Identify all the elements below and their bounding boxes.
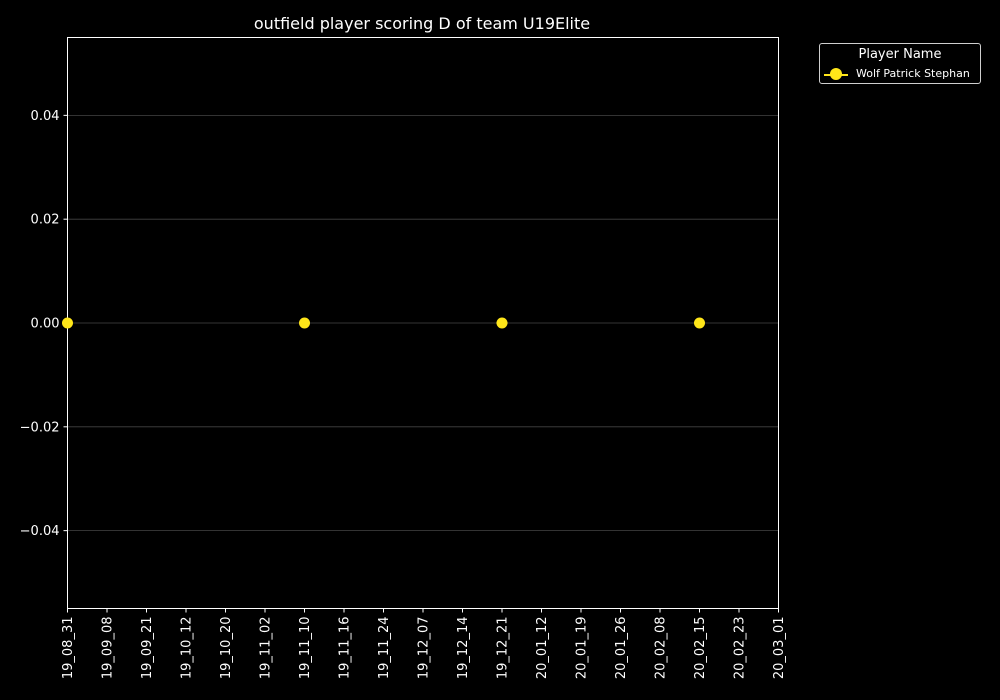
x-tick-label: 19_11_10	[298, 617, 313, 680]
y-tick-label: 0.04	[31, 109, 60, 124]
x-tick-label: 19_08_31	[61, 617, 76, 680]
x-tick-label: 19_12_07	[417, 617, 432, 680]
x-tick-label: 19_12_14	[456, 617, 471, 680]
x-tick-label: 20_03_01	[772, 617, 787, 680]
y-tick-label: 0.00	[31, 317, 60, 332]
x-tick-label: 19_11_24	[377, 617, 392, 680]
x-tick-label: 20_01_26	[614, 617, 629, 680]
grid-lines	[67, 114, 779, 532]
x-tick-label: 19_09_21	[140, 617, 155, 680]
y-tick-label: −0.04	[20, 524, 60, 539]
x-tick-label: 19_09_08	[101, 617, 116, 680]
data-point	[694, 317, 705, 329]
y-tick-label: 0.02	[31, 213, 60, 228]
x-tick-label: 19_10_12	[180, 617, 195, 680]
data-point	[299, 317, 310, 329]
legend-entry: Wolf Patrick Stephan	[824, 66, 980, 82]
x-tick-label: 20_02_08	[654, 617, 669, 680]
data-point	[496, 317, 508, 329]
y-tick-label: −0.02	[20, 420, 60, 435]
legend-title: Player Name	[858, 47, 942, 62]
x-tick-label: 19_10_20	[219, 617, 234, 680]
chart-title: outfield player scoring D of team U19Eli…	[254, 14, 590, 33]
legend-label: Wolf Patrick Stephan	[856, 67, 970, 80]
legend: Player Name Wolf Patrick Stephan	[819, 43, 981, 84]
x-tick-label: 20_01_12	[535, 617, 550, 680]
x-tick-label: 20_02_23	[733, 617, 748, 680]
x-axis: 19_08_31 19_09_08 19_09_21 19_10_12 19_10_20…	[61, 608, 787, 680]
legend-marker-swatch	[830, 68, 842, 80]
data-point	[62, 317, 73, 329]
x-tick-label: 19_12_21	[496, 617, 511, 680]
x-tick-label: 20_01_19	[575, 617, 590, 680]
x-tick-label: 20_02_15	[693, 617, 708, 680]
y-axis: −0.04 −0.02 0.00 0.02 0.04	[20, 109, 68, 539]
x-tick-label: 19_11_02	[259, 617, 274, 680]
x-tick-label: 19_11_16	[338, 617, 353, 680]
data-points	[62, 317, 705, 329]
